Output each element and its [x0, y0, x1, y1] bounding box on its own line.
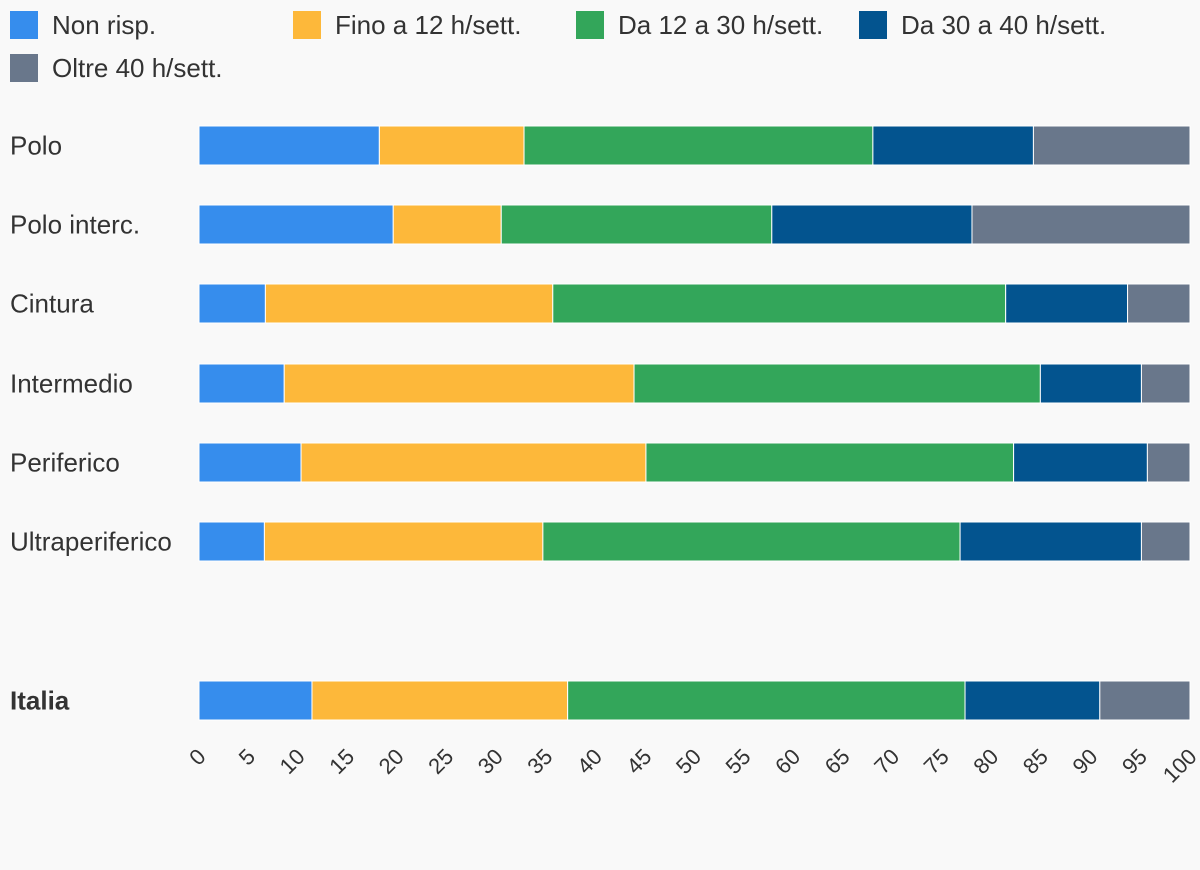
bar-segment — [283, 363, 635, 404]
legend-swatch — [10, 54, 38, 82]
chart-legend: Non risp. Fino a 12 h/sett. Da 12 a 30 h/s… — [0, 0, 1200, 100]
x-tick-label: 0 — [184, 744, 210, 770]
x-tick-label: 55 — [721, 744, 756, 779]
category-label: Periferico — [10, 448, 120, 478]
legend-swatch — [10, 11, 38, 39]
bar-segment — [263, 521, 544, 562]
bar-segment — [771, 204, 973, 245]
bar-segment — [1039, 363, 1142, 404]
x-tick-label: 30 — [473, 744, 508, 779]
bar-segment — [198, 680, 313, 721]
legend-item: Da 30 a 40 h/sett. — [859, 10, 1106, 40]
legend-label: Fino a 12 h/sett. — [335, 9, 522, 40]
bar-segment — [1146, 442, 1191, 483]
legend-swatch — [293, 11, 321, 39]
x-tick-label: 60 — [770, 744, 805, 779]
bar-segment — [633, 363, 1041, 404]
x-tick-label: 40 — [572, 744, 607, 779]
bar-segment — [300, 442, 647, 483]
x-tick-label: 20 — [374, 744, 409, 779]
bar-segment — [1013, 442, 1148, 483]
bar-segment — [567, 680, 966, 721]
category-label: Cintura — [10, 289, 94, 319]
bar-segment — [1032, 125, 1191, 166]
bar-segment — [1140, 521, 1191, 562]
bar-segment — [198, 442, 302, 483]
x-tick-label: 15 — [324, 744, 359, 779]
x-tick-label: 45 — [621, 744, 656, 779]
x-tick-label: 90 — [1067, 744, 1102, 779]
bar-segment — [1005, 283, 1129, 324]
x-tick-label: 10 — [275, 744, 310, 779]
x-tick-label: 50 — [671, 744, 706, 779]
bar-segment — [500, 204, 773, 245]
x-tick-label: 5 — [234, 744, 260, 770]
x-tick-label: 80 — [968, 744, 1003, 779]
bar-segment — [198, 204, 394, 245]
bar-segment — [264, 283, 554, 324]
bar-segment — [964, 680, 1101, 721]
bar-segment — [198, 125, 380, 166]
bar-segment — [198, 283, 266, 324]
bar-segment — [1127, 283, 1191, 324]
x-tick-label: 100 — [1158, 744, 1200, 788]
bar-segment — [971, 204, 1191, 245]
bar-segment — [523, 125, 874, 166]
bar-segment — [872, 125, 1034, 166]
x-tick-label: 35 — [522, 744, 557, 779]
bar-segment — [645, 442, 1015, 483]
x-tick-label: 65 — [820, 744, 855, 779]
legend-item: Oltre 40 h/sett. — [10, 53, 223, 83]
bar-segment — [1099, 680, 1191, 721]
x-tick-label: 25 — [423, 744, 458, 779]
bar-segment — [552, 283, 1007, 324]
bar-segment — [198, 521, 265, 562]
bar-segment — [959, 521, 1142, 562]
legend-item: Non risp. — [10, 10, 156, 40]
legend-item: Fino a 12 h/sett. — [293, 10, 521, 40]
bar-segment — [542, 521, 961, 562]
x-tick-label: 70 — [869, 744, 904, 779]
legend-swatch — [859, 11, 887, 39]
legend-label: Da 30 a 40 h/sett. — [901, 9, 1107, 40]
legend-item: Da 12 a 30 h/sett. — [576, 10, 823, 40]
legend-label: Oltre 40 h/sett. — [52, 52, 223, 83]
bar-segment — [378, 125, 525, 166]
category-label: Polo interc. — [10, 210, 140, 240]
legend-label: Da 12 a 30 h/sett. — [618, 9, 824, 40]
x-tick-label: 85 — [1018, 744, 1053, 779]
category-label: Intermedio — [10, 369, 133, 399]
bar-segment — [311, 680, 569, 721]
bar-segment — [1140, 363, 1191, 404]
bar-segment — [198, 363, 285, 404]
bar-segment — [392, 204, 502, 245]
category-label: Polo — [10, 131, 62, 161]
x-tick-label: 75 — [919, 744, 954, 779]
category-label: Italia — [10, 686, 70, 716]
category-label: Ultraperiferico — [10, 527, 172, 557]
legend-swatch — [576, 11, 604, 39]
legend-label: Non risp. — [52, 9, 157, 40]
x-tick-label: 95 — [1117, 744, 1152, 779]
